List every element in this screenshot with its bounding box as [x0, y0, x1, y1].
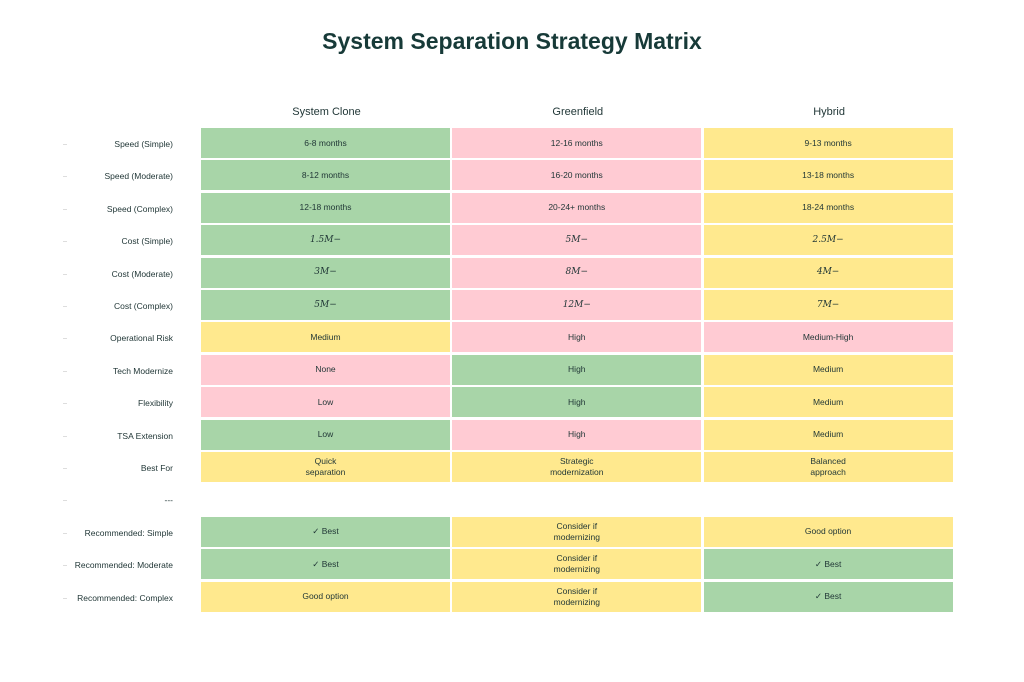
column-header: System Clone — [292, 106, 361, 118]
row-tick — [63, 273, 67, 275]
matrix-cell: 13-18 months — [703, 160, 953, 191]
matrix-cell: High — [452, 419, 702, 450]
matrix-cell: Good option — [201, 581, 450, 612]
row-label: --- — [164, 495, 174, 506]
matrix-cell: 2.5M− — [703, 225, 953, 256]
row-tick — [63, 241, 67, 243]
row-label: Recommended: Simple — [84, 527, 173, 538]
row-label: Best For — [140, 463, 173, 473]
row-label: Speed (Moderate) — [104, 171, 173, 182]
row-label: TSA Extension — [117, 430, 173, 441]
row-tick — [63, 208, 67, 210]
matrix-cell: 12-16 months — [452, 128, 702, 158]
row-tick — [63, 532, 67, 534]
matrix-cell: Medium-High — [703, 322, 953, 353]
matrix-cell: Strategic modernization — [452, 452, 702, 482]
matrix-cell: Consider if modernizing — [452, 549, 702, 580]
matrix-cell: ✓ Best — [703, 581, 953, 612]
matrix-cell: 9-13 months — [703, 128, 953, 158]
row-label: Cost (Simple) — [121, 236, 173, 247]
matrix-cell: Low — [201, 387, 450, 418]
row-tick — [63, 176, 67, 178]
row-label: Speed (Complex) — [106, 203, 173, 214]
matrix-cell: High — [452, 322, 702, 353]
matrix-cell: 1.5M− — [201, 225, 450, 256]
matrix-cell: 8-12 months — [201, 160, 450, 191]
matrix-cell: High — [452, 354, 702, 385]
row-label: Cost (Moderate) — [111, 268, 173, 279]
row-label: Recommended: Moderate — [74, 560, 173, 571]
matrix-cell: 20-24+ months — [452, 192, 702, 223]
row-label: Recommended: Complex — [77, 592, 173, 603]
row-tick — [63, 306, 67, 307]
matrix-cell: Medium — [703, 387, 953, 418]
matrix-cell: Consider if modernizing — [452, 581, 702, 612]
chart-title: System Separation Strategy Matrix — [322, 28, 702, 54]
row-label: Tech Modernize — [112, 365, 173, 376]
matrix-cell: 5M− — [201, 290, 450, 320]
row-tick — [63, 403, 67, 405]
row-tick — [63, 597, 67, 599]
matrix-cell: 3M− — [201, 257, 450, 288]
matrix-cell: Balanced approach — [703, 452, 953, 482]
row-label: Speed (Simple) — [114, 139, 173, 149]
matrix-cell: 12-18 months — [201, 192, 450, 223]
row-label: Flexibility — [138, 398, 173, 409]
matrix-cell: Medium — [703, 419, 953, 450]
matrix-cell: ✓ Best — [201, 516, 450, 547]
matrix-cell: Consider if modernizing — [452, 516, 702, 547]
matrix-cell: ✓ Best — [201, 549, 450, 580]
matrix-cell: 5M− — [452, 225, 702, 256]
matrix-cell: 7M− — [703, 290, 953, 320]
matrix-cell: Medium — [703, 354, 953, 385]
matrix-cell: 16-20 months — [452, 160, 702, 191]
matrix-cell: 4M− — [703, 257, 953, 288]
matrix-cell: Medium — [201, 322, 450, 353]
column-header: Hybrid — [813, 106, 845, 118]
row-tick — [63, 144, 67, 145]
row-tick — [63, 435, 67, 437]
row-label: Operational Risk — [110, 333, 173, 344]
matrix-cell: 8M− — [452, 257, 702, 288]
matrix-cell: ✓ Best — [703, 549, 953, 580]
row-tick — [63, 370, 67, 372]
matrix-cell: None — [201, 354, 450, 385]
row-tick — [63, 338, 67, 340]
matrix-cell: High — [452, 387, 702, 418]
matrix-cell: Good option — [703, 516, 953, 547]
matrix-cell: 6-8 months — [201, 128, 450, 158]
matrix-cell: Quick separation — [201, 452, 450, 482]
matrix-cell: 18-24 months — [703, 192, 953, 223]
row-label: Cost (Complex) — [113, 301, 173, 311]
row-tick — [63, 565, 67, 567]
matrix-cell: Low — [201, 419, 450, 450]
matrix-cell: 12M− — [452, 290, 702, 320]
row-tick — [63, 500, 67, 502]
row-tick — [63, 468, 67, 469]
column-header: Greenfield — [552, 106, 604, 118]
